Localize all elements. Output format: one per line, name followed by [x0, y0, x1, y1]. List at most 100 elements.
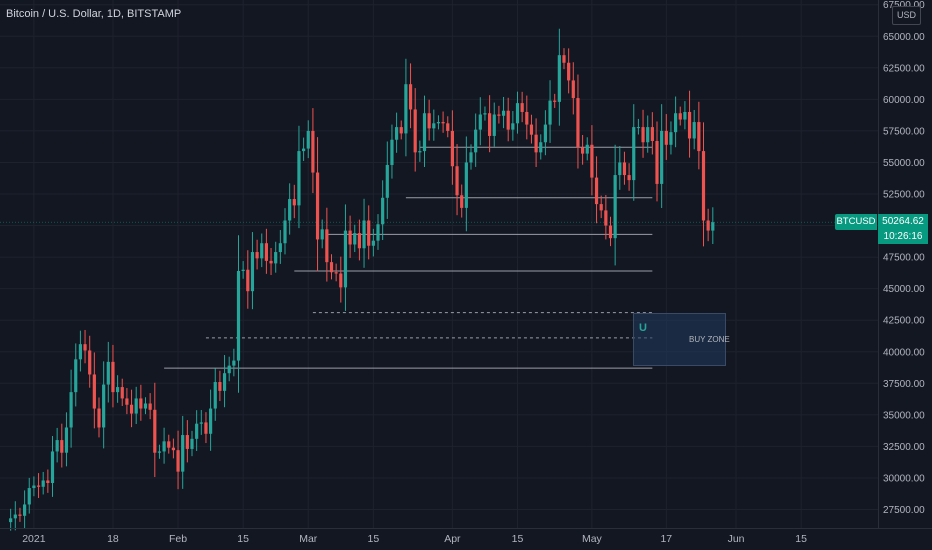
- candle-body: [515, 103, 520, 124]
- candle-body: [478, 114, 482, 130]
- candle-body: [50, 451, 55, 483]
- candle-body: [641, 127, 645, 143]
- candle-body: [343, 230, 348, 288]
- candle-body: [390, 139, 394, 165]
- time-tick-label: Feb: [169, 533, 187, 545]
- candle-body: [553, 100, 557, 102]
- candle-body: [64, 427, 69, 453]
- candle-body: [32, 485, 36, 489]
- candle-body: [199, 422, 203, 424]
- candle-body: [613, 175, 617, 239]
- price-tick-label: 37500.00: [883, 379, 925, 390]
- candle-body: [683, 111, 687, 120]
- candle-body: [78, 344, 82, 360]
- candle-body: [241, 269, 245, 271]
- candle-body: [60, 440, 64, 453]
- candle-body: [362, 220, 366, 249]
- time-tick-label: 2021: [22, 533, 46, 545]
- time-tick-label: Mar: [299, 533, 318, 545]
- candle-body: [269, 260, 273, 264]
- candle-body: [329, 262, 334, 273]
- candle-body: [646, 127, 650, 143]
- candle-body: [697, 122, 701, 152]
- candle-body: [88, 350, 92, 375]
- price-tick-label: 32500.00: [883, 442, 925, 453]
- candle-body: [157, 451, 162, 453]
- candle-body: [376, 224, 380, 241]
- time-tick-label: 15: [795, 533, 807, 545]
- price-tick-label: 30000.00: [883, 473, 925, 484]
- candle-body: [148, 403, 152, 410]
- candle-body: [585, 144, 589, 154]
- price-scale[interactable]: 27500.00 30000.00 32500.00 35000.00 37500.00…: [883, 0, 925, 516]
- candle-body: [581, 147, 585, 154]
- candle-body: [664, 130, 668, 145]
- candle-body: [450, 130, 454, 167]
- price-tick-label: 55000.00: [883, 158, 925, 169]
- candle-body: [129, 404, 134, 414]
- candle-body: [674, 113, 678, 133]
- candle-body: [511, 123, 515, 130]
- symbol-price-tag: BTCUSD: [835, 214, 877, 230]
- candle-body: [436, 122, 441, 124]
- candle-body: [246, 269, 250, 292]
- price-tick-label: 42500.00: [883, 316, 925, 327]
- candle-body: [711, 222, 715, 231]
- price-tick-label: 52500.00: [883, 190, 925, 201]
- candle-body: [455, 166, 459, 196]
- candle-body: [292, 199, 296, 206]
- candle-body: [9, 518, 13, 523]
- candle-body: [55, 440, 59, 452]
- time-tick-label: Apr: [444, 533, 461, 545]
- candle-body: [408, 84, 413, 110]
- candle-body: [669, 132, 673, 145]
- candle-body: [260, 243, 264, 259]
- time-tick-label: 15: [237, 533, 249, 545]
- candle-body: [590, 144, 594, 178]
- candle-body: [492, 114, 496, 136]
- candle-body: [204, 422, 208, 434]
- candle-body: [125, 398, 129, 405]
- candle-body: [69, 392, 73, 428]
- candle-body: [627, 175, 631, 181]
- candle-body: [543, 124, 547, 143]
- candle-body: [404, 84, 408, 134]
- candle-body: [41, 480, 45, 487]
- candle-body: [469, 152, 473, 163]
- candle-body: [501, 110, 506, 116]
- buy-zone-label: BUY ZONE: [689, 335, 730, 344]
- candle-body: [274, 252, 278, 264]
- candle-body: [83, 344, 87, 351]
- candle-body: [46, 480, 50, 483]
- time-tick-label: 15: [368, 533, 380, 545]
- time-scale[interactable]: 2021 18 Feb 15 Mar 15 Apr 15 May 17 Jun 15: [22, 533, 807, 545]
- last-price-label: 50264.62: [878, 214, 928, 230]
- candle-body: [227, 365, 231, 374]
- candle-body: [283, 220, 287, 244]
- candle-body: [632, 127, 636, 181]
- price-tick-label: 45000.00: [883, 284, 925, 295]
- candle-body: [381, 197, 385, 225]
- candle-body: [348, 230, 352, 245]
- candle-body: [23, 504, 27, 516]
- currency-button[interactable]: USD: [892, 6, 921, 25]
- candle-body: [571, 80, 575, 99]
- candle-body: [13, 514, 17, 519]
- candle-body: [557, 55, 561, 102]
- candle-body: [74, 359, 78, 393]
- candle-body: [464, 162, 468, 208]
- buy-zone-rectangle[interactable]: U BUY ZONE: [633, 313, 730, 366]
- candle-body: [399, 127, 403, 134]
- time-tick-label: Jun: [728, 533, 745, 545]
- time-tick-label: May: [582, 533, 603, 545]
- candle-body: [120, 387, 124, 399]
- candle-body: [534, 134, 538, 153]
- candle-body: [213, 382, 217, 409]
- candle-body: [599, 204, 603, 211]
- candle-body: [306, 130, 310, 149]
- candle-body: [264, 243, 268, 261]
- candle-body: [111, 361, 115, 393]
- candle-body: [418, 151, 422, 153]
- candle-body: [250, 252, 255, 292]
